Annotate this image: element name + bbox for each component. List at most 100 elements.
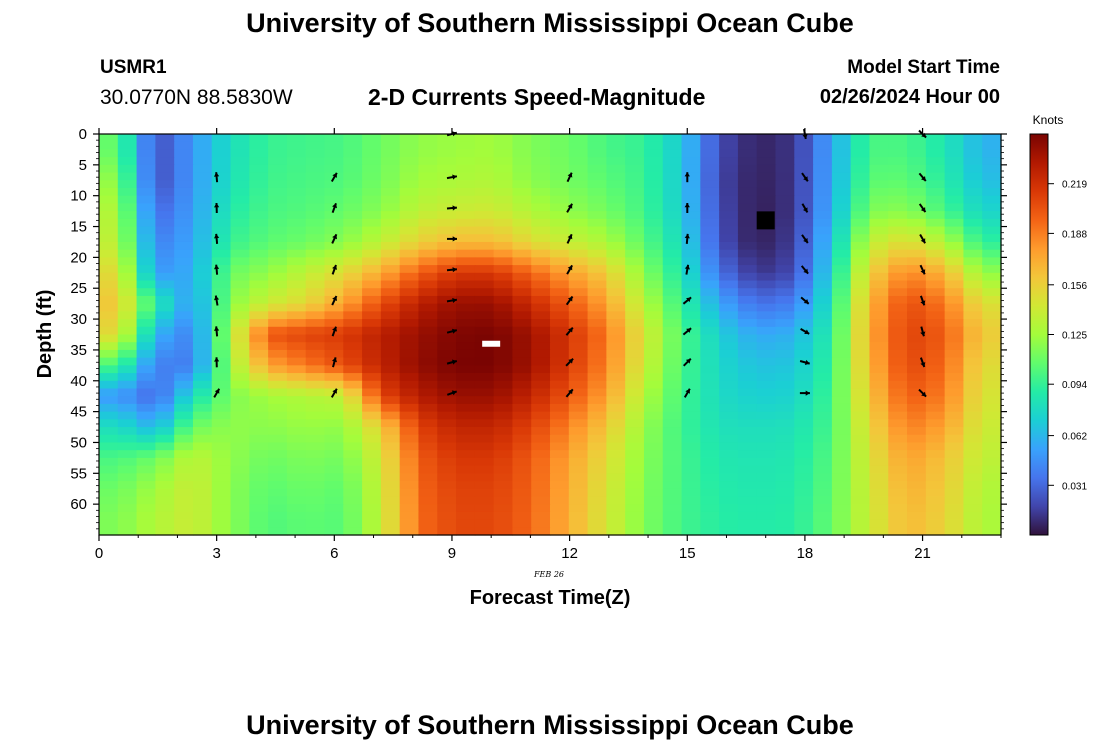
heatmap-cell bbox=[794, 427, 814, 436]
heatmap-cell bbox=[794, 180, 814, 189]
heatmap-cell bbox=[362, 357, 382, 366]
heatmap-cell bbox=[456, 419, 476, 428]
heatmap-cell bbox=[625, 311, 645, 320]
heatmap-cell bbox=[531, 265, 551, 274]
heatmap-cell bbox=[719, 218, 739, 228]
heatmap-cell bbox=[343, 180, 363, 189]
heatmap-cell bbox=[831, 396, 852, 405]
heatmap-cell bbox=[99, 504, 119, 513]
heatmap-cell bbox=[324, 481, 344, 490]
heatmap-cell bbox=[99, 180, 119, 189]
heatmap-cell bbox=[775, 257, 795, 266]
heatmap-cell bbox=[136, 357, 156, 366]
heatmap-cell bbox=[775, 388, 795, 397]
heatmap-cell bbox=[907, 427, 927, 436]
heatmap-cell bbox=[568, 303, 589, 312]
heatmap-cell bbox=[756, 187, 777, 197]
heatmap-cell bbox=[662, 164, 683, 174]
heatmap-cell bbox=[794, 272, 814, 282]
heatmap-cell bbox=[268, 450, 288, 459]
heatmap-cell bbox=[343, 450, 363, 459]
heatmap-cell bbox=[869, 303, 889, 312]
heatmap-cell bbox=[944, 203, 965, 212]
heatmap-cell bbox=[343, 272, 363, 282]
heatmap-cell bbox=[700, 311, 720, 320]
heatmap-cell bbox=[982, 396, 1002, 405]
heatmap-cell bbox=[418, 303, 438, 312]
heatmap-cell bbox=[850, 488, 871, 498]
heatmap-cell bbox=[174, 357, 194, 366]
heatmap-cell bbox=[117, 187, 138, 197]
heatmap-cell bbox=[380, 519, 401, 528]
heatmap-cell bbox=[888, 504, 908, 513]
heatmap-cell bbox=[794, 157, 814, 166]
heatmap-cell bbox=[211, 519, 232, 528]
heatmap-cell bbox=[268, 157, 288, 166]
y-tick-label: 45 bbox=[70, 404, 87, 421]
heatmap-cell bbox=[456, 504, 476, 513]
heatmap-cell bbox=[437, 488, 457, 498]
heatmap-cell bbox=[418, 187, 438, 197]
heatmap-cell bbox=[305, 457, 326, 467]
heatmap-cell bbox=[249, 365, 269, 374]
heatmap-cell bbox=[456, 373, 476, 382]
heatmap-cell bbox=[362, 342, 382, 351]
heatmap-cell bbox=[850, 434, 871, 444]
heatmap-cell bbox=[982, 357, 1002, 366]
heatmap-cell bbox=[531, 203, 551, 212]
heatmap-cell bbox=[399, 457, 420, 467]
heatmap-cell bbox=[662, 357, 683, 366]
heatmap-cell bbox=[155, 265, 175, 274]
heatmap-cell bbox=[625, 195, 645, 204]
heatmap-cell bbox=[907, 396, 927, 405]
heatmap-cell bbox=[437, 504, 457, 513]
heatmap-cell bbox=[249, 164, 269, 174]
heatmap-cell bbox=[700, 164, 720, 174]
heatmap-cell bbox=[625, 203, 645, 212]
heatmap-cell bbox=[249, 334, 269, 343]
heatmap-cell bbox=[925, 388, 946, 397]
heatmap-cell bbox=[944, 241, 965, 251]
heatmap-cell bbox=[963, 396, 983, 405]
heatmap-cell bbox=[794, 481, 814, 490]
heatmap-cell bbox=[963, 172, 983, 181]
heatmap-cell bbox=[775, 519, 795, 528]
heatmap-cell bbox=[174, 203, 194, 212]
heatmap-cell bbox=[850, 388, 871, 397]
heatmap-cell bbox=[963, 465, 983, 474]
heatmap-cell bbox=[174, 527, 194, 536]
heatmap-cell bbox=[305, 164, 326, 174]
heatmap-cell bbox=[982, 511, 1002, 521]
heatmap-cell bbox=[869, 187, 889, 197]
heatmap-cell bbox=[493, 288, 514, 297]
heatmap-cell bbox=[813, 488, 833, 498]
heatmap-cell bbox=[343, 303, 363, 312]
heatmap-cell bbox=[587, 434, 607, 444]
heatmap-cell bbox=[775, 195, 795, 204]
heatmap-cell bbox=[324, 434, 344, 444]
heatmap-cell bbox=[531, 349, 551, 359]
heatmap-cell bbox=[944, 465, 965, 474]
heatmap-cell bbox=[681, 465, 701, 474]
heatmap-cell bbox=[681, 357, 701, 366]
heatmap-cell bbox=[982, 519, 1002, 528]
heatmap-cell bbox=[625, 365, 645, 374]
heatmap-cell bbox=[794, 504, 814, 513]
heatmap-cell bbox=[343, 427, 363, 436]
heatmap-cell bbox=[268, 334, 288, 343]
heatmap-cell bbox=[155, 481, 175, 490]
heatmap-cell bbox=[117, 303, 138, 312]
heatmap-cells bbox=[99, 134, 1002, 536]
heatmap-cell bbox=[437, 164, 457, 174]
heatmap-cell bbox=[380, 349, 401, 359]
heatmap-cell bbox=[230, 504, 250, 513]
heatmap-cell bbox=[286, 272, 307, 282]
heatmap-cell bbox=[850, 249, 871, 258]
heatmap-cell bbox=[681, 388, 701, 397]
heatmap-cell bbox=[399, 180, 420, 189]
heatmap-cell bbox=[324, 450, 344, 459]
heatmap-cell bbox=[531, 187, 551, 197]
heatmap-cell bbox=[831, 218, 852, 228]
heatmap-cell bbox=[211, 434, 232, 444]
heatmap-cell bbox=[192, 203, 213, 212]
